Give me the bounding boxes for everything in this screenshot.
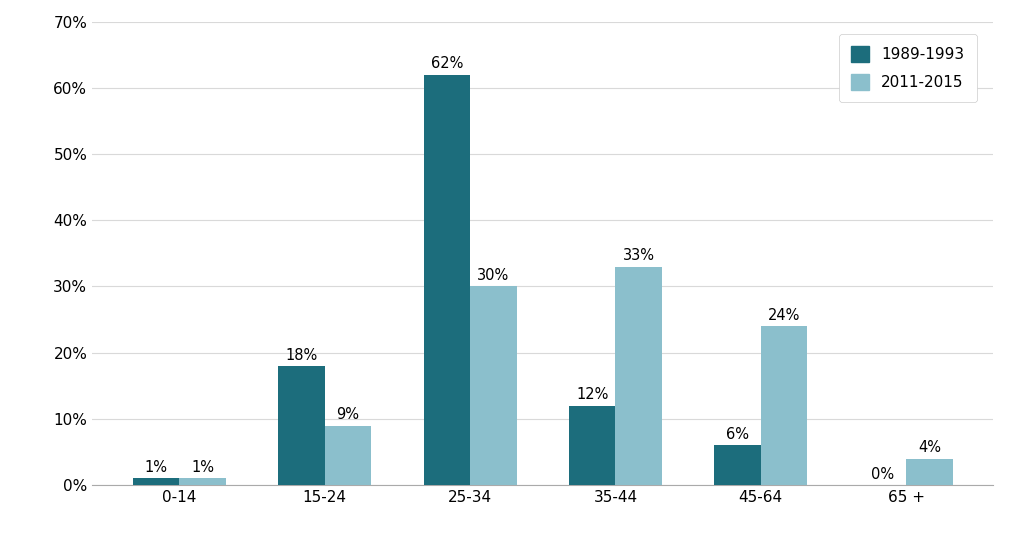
Text: 62%: 62% bbox=[431, 56, 463, 71]
Bar bbox=[424, 74, 470, 485]
Legend: 1989-1993, 2011-2015: 1989-1993, 2011-2015 bbox=[839, 34, 977, 102]
Text: 6%: 6% bbox=[726, 427, 749, 442]
Text: 33%: 33% bbox=[623, 248, 654, 263]
Bar bbox=[615, 267, 662, 485]
Text: 1%: 1% bbox=[191, 460, 214, 475]
Text: 0%: 0% bbox=[871, 467, 894, 482]
Text: 4%: 4% bbox=[918, 440, 941, 455]
Text: 9%: 9% bbox=[337, 407, 359, 422]
Text: 12%: 12% bbox=[575, 388, 608, 402]
Bar bbox=[279, 366, 325, 485]
Text: 18%: 18% bbox=[286, 348, 317, 363]
Bar bbox=[714, 445, 761, 485]
Bar bbox=[761, 326, 807, 485]
Bar bbox=[325, 425, 372, 485]
Text: 30%: 30% bbox=[477, 268, 509, 283]
Text: 24%: 24% bbox=[768, 308, 800, 323]
Bar bbox=[906, 459, 952, 485]
Bar bbox=[179, 479, 226, 485]
Bar bbox=[569, 406, 615, 485]
Text: 1%: 1% bbox=[144, 460, 168, 475]
Bar bbox=[133, 479, 179, 485]
Bar bbox=[470, 286, 516, 485]
